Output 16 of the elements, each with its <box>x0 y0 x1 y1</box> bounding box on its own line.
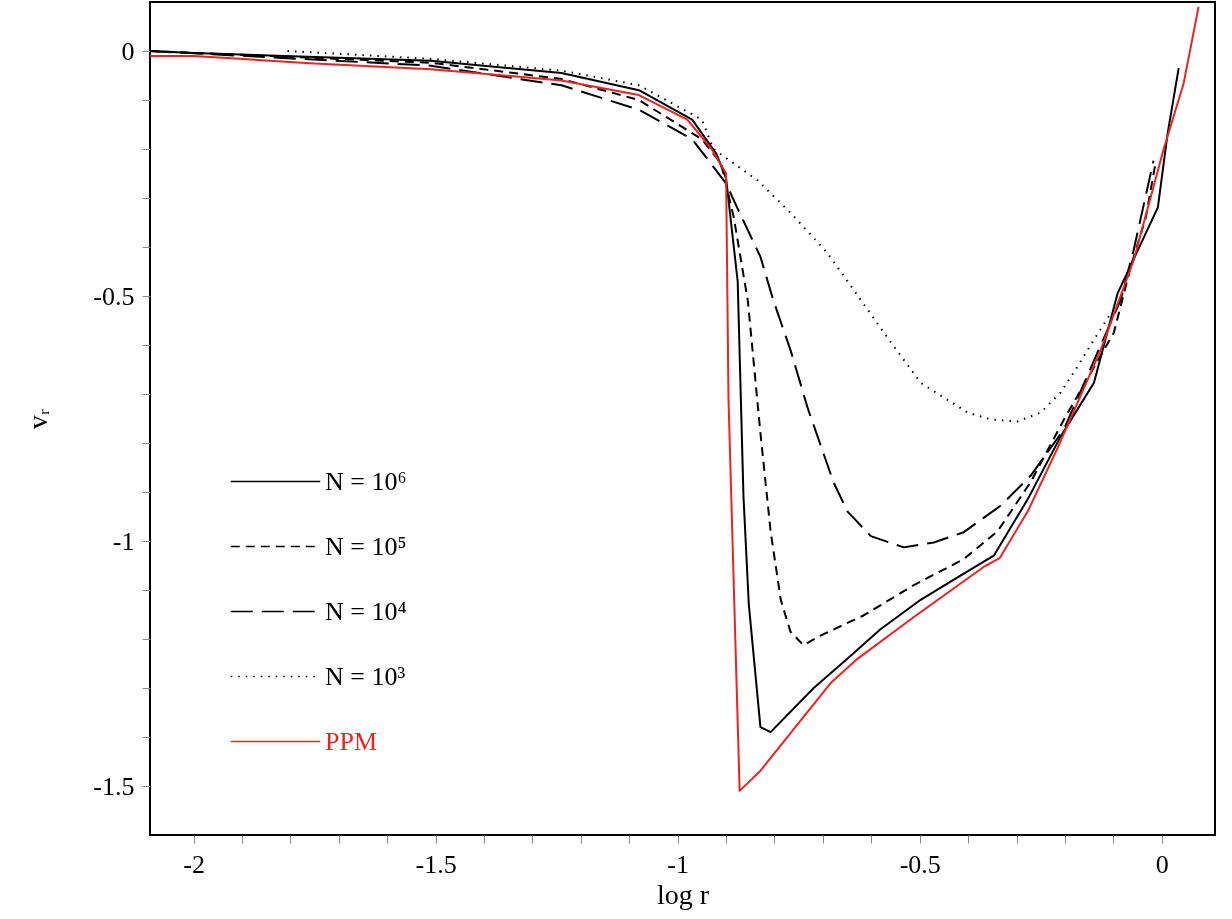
legend-label: N = 10⁵ <box>325 531 407 561</box>
y-tick-label: -1.5 <box>93 771 135 801</box>
y-axis-title: vᵣ <box>22 408 54 430</box>
x-tick-label: 0 <box>1155 849 1169 879</box>
y-tick-label: -0.5 <box>93 281 135 311</box>
legend-label: N = 10³ <box>325 661 406 691</box>
x-tick-label: -1.5 <box>415 849 457 879</box>
y-tick-label: 0 <box>121 36 135 66</box>
legend-label: N = 10⁴ <box>325 596 407 626</box>
y-tick-label: -1 <box>112 526 135 556</box>
x-tick-label: -1 <box>667 849 689 879</box>
x-tick-label: -0.5 <box>899 849 941 879</box>
legend-label: N = 10⁶ <box>325 466 407 496</box>
legend-label: PPM <box>325 726 378 756</box>
x-axis-title: log r <box>656 878 710 910</box>
x-tick-label: -2 <box>183 849 205 879</box>
